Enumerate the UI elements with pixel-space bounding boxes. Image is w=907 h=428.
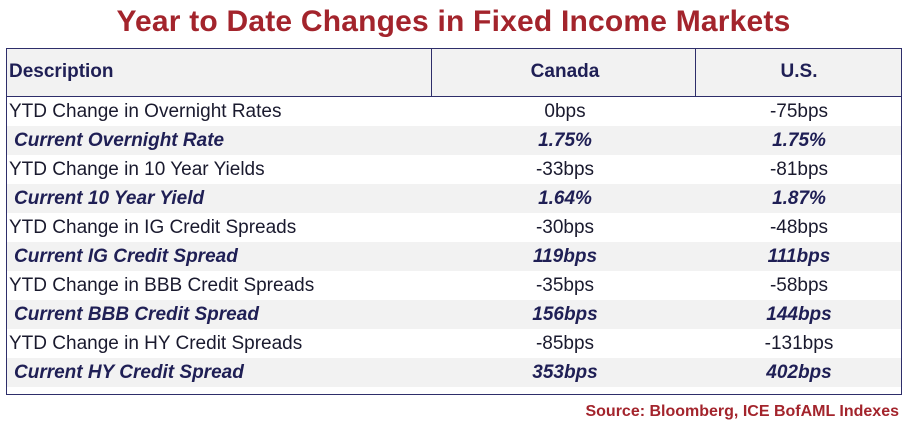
table-row: Current Overnight Rate 1.75% 1.75% <box>7 126 901 155</box>
row-description: Current BBB Credit Spread <box>14 304 259 325</box>
header-us: U.S. <box>780 61 818 82</box>
row-us-value: -58bps <box>769 275 829 296</box>
row-description: Current Overnight Rate <box>14 130 225 151</box>
row-description: YTD Change in IG Credit Spreads <box>9 217 297 238</box>
fixed-income-table: Description Canada U.S. YTD Change in Ov… <box>6 48 902 395</box>
row-canada-value: 156bps <box>532 304 598 325</box>
row-description: YTD Change in BBB Credit Spreads <box>9 275 315 296</box>
row-canada-value: 1.75% <box>538 130 592 151</box>
row-us-value: 1.87% <box>772 188 826 209</box>
table-row: Current HY Credit Spread 353bps 402bps <box>7 358 901 387</box>
header-description: Description <box>9 61 114 82</box>
table-row: YTD Change in HY Credit Spreads -85bps -… <box>7 329 901 358</box>
row-us-value: -75bps <box>769 101 829 122</box>
table-row: Current BBB Credit Spread 156bps 144bps <box>7 300 901 329</box>
row-description: Current 10 Year Yield <box>14 188 205 209</box>
row-canada-value: 0bps <box>544 101 586 122</box>
row-canada-value: -85bps <box>535 333 595 354</box>
row-us-value: 402bps <box>766 362 832 383</box>
row-us-value: -81bps <box>769 159 829 180</box>
table-row: YTD Change in 10 Year Yields -33bps -81b… <box>7 155 901 184</box>
row-description: Current HY Credit Spread <box>14 362 244 383</box>
row-canada-value: 353bps <box>532 362 598 383</box>
row-us-value: 111bps <box>767 246 831 267</box>
row-description: YTD Change in Overnight Rates <box>9 101 282 122</box>
table-row: Current 10 Year Yield 1.64% 1.87% <box>7 184 901 213</box>
row-us-value: 1.75% <box>772 130 826 151</box>
row-canada-value: -35bps <box>535 275 595 296</box>
table-row: Current IG Credit Spread 119bps 111bps <box>7 242 901 271</box>
source-note: Source: Bloomberg, ICE BofAML Indexes <box>585 403 899 420</box>
row-canada-value: 1.64% <box>538 188 592 209</box>
row-us-value: 144bps <box>766 304 832 325</box>
row-canada-value: 119bps <box>532 246 598 267</box>
header-canada: Canada <box>530 61 600 82</box>
table-row: YTD Change in BBB Credit Spreads -35bps … <box>7 271 901 300</box>
row-us-value: -48bps <box>769 217 829 238</box>
page-title: Year to Date Changes in Fixed Income Mar… <box>116 5 791 38</box>
header-divider <box>431 49 432 97</box>
table-row: YTD Change in IG Credit Spreads -30bps -… <box>7 213 901 242</box>
table-row: YTD Change in Overnight Rates 0bps -75bp… <box>7 97 901 126</box>
table-header: Description Canada U.S. <box>7 49 901 97</box>
row-canada-value: -33bps <box>535 159 595 180</box>
row-description: YTD Change in HY Credit Spreads <box>9 333 303 354</box>
row-description: Current IG Credit Spread <box>14 246 238 267</box>
row-canada-value: -30bps <box>535 217 595 238</box>
header-divider <box>695 49 696 97</box>
row-us-value: -131bps <box>764 333 834 354</box>
row-description: YTD Change in 10 Year Yields <box>9 159 265 180</box>
